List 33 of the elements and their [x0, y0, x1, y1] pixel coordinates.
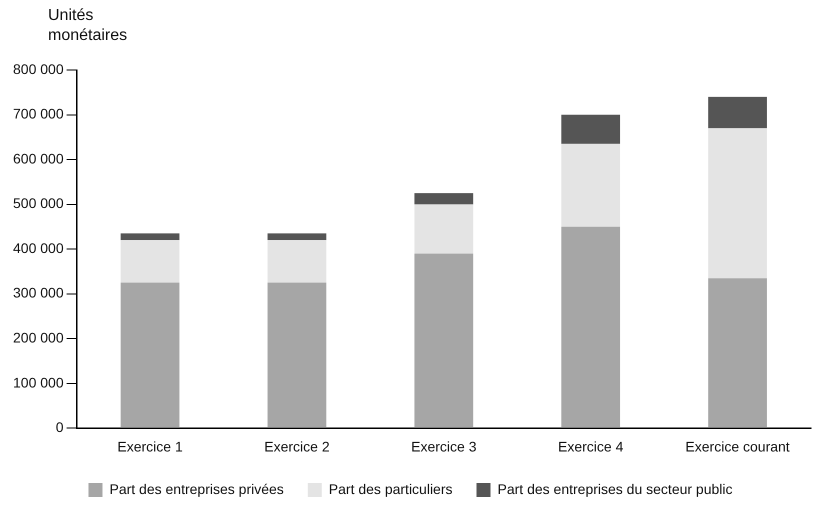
bar — [268, 282, 326, 428]
legend-label: Part des entreprises du secteur public — [498, 480, 733, 497]
bar — [561, 114, 620, 144]
x-tick-label: Exercice 4 — [558, 438, 624, 454]
bar — [414, 254, 474, 428]
y-tick-label: 800 000 — [12, 60, 64, 77]
bar — [561, 144, 620, 227]
x-tick-label: Exercice 2 — [264, 438, 330, 454]
y-tick-label: 700 000 — [12, 106, 64, 122]
bar — [561, 226, 620, 428]
y-axis-title: Unités monétaires — [48, 6, 128, 46]
y-tick-label: 0 — [56, 419, 64, 436]
legend-label: Part des entreprises privées — [109, 480, 284, 497]
y-tick-label: 500 000 — [12, 195, 64, 212]
x-tick-label: Exercice 1 — [117, 438, 183, 454]
bar — [268, 240, 326, 283]
y-tick-label: 600 000 — [12, 150, 64, 166]
y-tick-label: 100 000 — [12, 374, 64, 390]
bar — [120, 233, 180, 240]
x-tick-label: Exercice 3 — [411, 438, 477, 454]
y-tick-label: 300 000 — [12, 284, 64, 301]
bar — [120, 240, 180, 283]
bar — [708, 96, 767, 128]
bar — [708, 278, 767, 428]
bar — [414, 204, 474, 254]
bar — [414, 193, 474, 204]
legend-label: Part des particuliers — [328, 480, 453, 497]
bar — [708, 128, 767, 278]
x-tick-label: Exercice courant — [685, 438, 790, 454]
y-tick-label: 400 000 — [12, 240, 64, 256]
bar — [268, 233, 326, 240]
bar — [120, 282, 180, 428]
y-tick-label: 200 000 — [12, 330, 64, 346]
